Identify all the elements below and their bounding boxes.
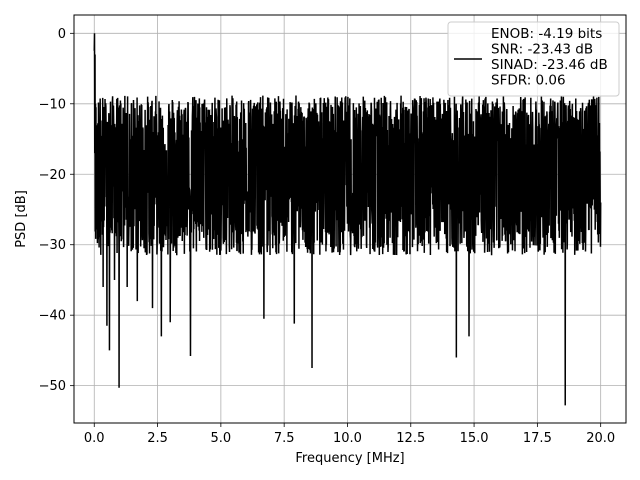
plot-frame: [73, 14, 627, 424]
x-tick-label: 7.5: [274, 431, 295, 446]
psd-series-line: [93, 33, 602, 406]
legend: ENOB: -4.19 bits SNR: -23.43 dB SINAD: -23…: [447, 21, 620, 97]
y-tick-label: −50: [39, 379, 66, 394]
y-axis-label: PSD [dB]: [14, 190, 29, 248]
y-tick-label: −30: [39, 238, 66, 253]
legend-box: [447, 21, 620, 97]
y-tick-label: −20: [39, 168, 66, 183]
x-axis-label: Frequency [MHz]: [295, 451, 404, 466]
x-axis-ticks: 0.0 2.5 5.0 7.5 10.0 12.5 15.0 17.5 20.0: [84, 423, 615, 446]
x-tick-label: 5.0: [211, 431, 232, 446]
x-tick-label: 17.5: [523, 431, 552, 446]
x-tick-label: 12.5: [396, 431, 425, 446]
y-axis-ticks: 0 −10 −20 −30 −40 −50: [39, 27, 74, 394]
y-tick-label: −40: [39, 309, 66, 324]
y-tick-label: 0: [58, 27, 66, 42]
x-tick-label: 20.0: [586, 431, 615, 446]
x-tick-label: 2.5: [147, 431, 168, 446]
y-tick-label: −10: [39, 97, 66, 112]
x-tick-label: 0.0: [84, 431, 105, 446]
x-tick-label: 10.0: [333, 431, 362, 446]
x-tick-label: 15.0: [460, 431, 489, 446]
legend-label: ENOB: -4.19 bits SNR: -23.43 dB SINAD: -23…: [491, 26, 608, 89]
